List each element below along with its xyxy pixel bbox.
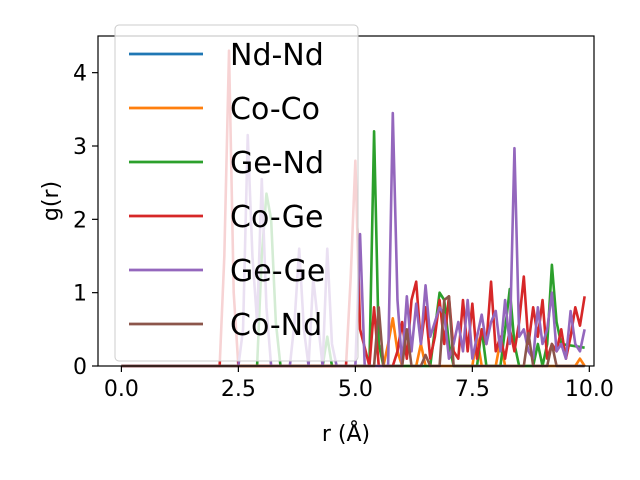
x-axis-title: r (Å): [322, 420, 370, 447]
x-tick-label: 2.5: [221, 377, 256, 402]
y-tick-label: 3: [73, 135, 87, 160]
x-tick-label: 0.0: [104, 377, 139, 402]
legend-label: Nd-Nd: [230, 38, 324, 73]
legend-label: Ge-Ge: [230, 254, 325, 289]
x-tick-label: 5.0: [338, 377, 373, 402]
series-line-co-ge: [121, 49, 586, 368]
y-tick-label: 0: [73, 355, 87, 380]
y-axis-title: g(r): [39, 181, 64, 221]
x-tick-label: 10.0: [565, 377, 614, 402]
y-axis: 0 1 2 3 4: [73, 62, 98, 380]
legend-label: Co-Ge: [230, 200, 324, 235]
y-tick-label: 2: [73, 208, 87, 233]
legend-label: Co-Co: [230, 92, 320, 127]
legend: Nd-Nd Co-Co Ge-Nd Co-Ge Ge-Ge Co-Nd: [114, 24, 359, 362]
x-tick-label: 7.5: [455, 377, 490, 402]
y-tick-label: 4: [73, 62, 87, 87]
legend-label: Ge-Nd: [230, 146, 324, 181]
legend-label: Co-Nd: [230, 308, 322, 343]
y-tick-label: 1: [73, 282, 87, 307]
x-axis: 0.0 2.5 5.0 7.5 10.0: [104, 366, 614, 402]
